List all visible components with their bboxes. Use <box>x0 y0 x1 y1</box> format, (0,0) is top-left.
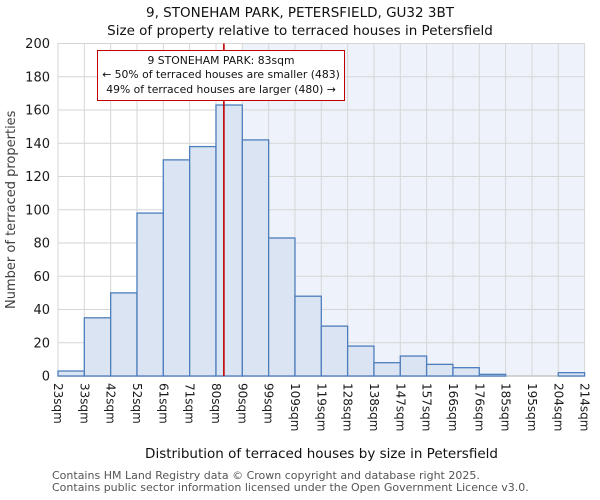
x-tick-label: 42sqm <box>104 383 118 424</box>
x-tick-label: 195sqm <box>525 383 539 431</box>
bar-109sqm <box>294 295 322 377</box>
y-tick-label: 100 <box>25 203 50 218</box>
y-tick-label: 180 <box>25 70 50 85</box>
bar-147sqm <box>399 355 428 377</box>
y-tick-label: 20 <box>33 336 50 351</box>
y-tick-label: 120 <box>25 170 50 185</box>
y-tick-label: 0 <box>42 370 50 385</box>
x-tick-label: 176sqm <box>472 383 486 431</box>
bar-176sqm <box>478 373 507 377</box>
x-tick-label: 23sqm <box>51 383 65 424</box>
bar-157sqm <box>425 363 454 377</box>
x-tick-label: 214sqm <box>578 383 592 431</box>
bar-204sqm <box>557 372 586 377</box>
x-axis-label: Distribution of terraced houses by size … <box>145 446 498 462</box>
chart-subtitle: Size of property relative to terraced ho… <box>107 23 493 39</box>
footer-attribution-ogl: Contains public sector information licen… <box>52 481 529 494</box>
y-tick-label: 160 <box>25 104 50 119</box>
bar-119sqm <box>320 325 349 377</box>
y-tick-label: 40 <box>33 303 50 318</box>
annotation-larger: 49% of terraced houses are larger (480) … <box>106 82 336 96</box>
x-tick-label: 157sqm <box>420 383 434 431</box>
x-tick-label: 33sqm <box>77 383 91 424</box>
x-tick-label: 90sqm <box>235 383 249 424</box>
bar-90sqm <box>241 139 270 377</box>
annotation-box: 9 STONEHAM PARK: 83sqm ← 50% of terraced… <box>97 50 345 101</box>
y-tick-label: 80 <box>33 237 50 252</box>
x-tick-label: 119sqm <box>314 383 328 431</box>
bar-52sqm <box>136 212 164 377</box>
bar-33sqm <box>83 317 112 377</box>
x-tick-label: 52sqm <box>130 383 144 424</box>
x-tick-label: 147sqm <box>393 383 407 431</box>
bar-61sqm <box>162 159 191 377</box>
y-axis-label: Number of terraced properties <box>4 110 19 309</box>
y-tick-label: 140 <box>25 137 50 152</box>
bar-80sqm <box>215 104 243 377</box>
bar-23sqm <box>57 370 85 377</box>
bar-128sqm <box>346 345 375 377</box>
x-tick-label: 109sqm <box>288 383 302 431</box>
bar-71sqm <box>188 145 217 377</box>
x-tick-label: 61sqm <box>156 383 170 424</box>
x-tick-label: 204sqm <box>551 383 565 431</box>
annotation-smaller: ← 50% of terraced houses are smaller (48… <box>102 68 340 82</box>
x-tick-label: 185sqm <box>499 383 513 431</box>
x-tick-label: 128sqm <box>341 383 355 431</box>
bar-138sqm <box>373 362 401 377</box>
y-tick-label: 60 <box>33 270 50 285</box>
x-tick-label: 71sqm <box>183 383 197 424</box>
chart-title: 9, STONEHAM PARK, PETERSFIELD, GU32 3BT <box>146 5 454 21</box>
annotation-property: 9 STONEHAM PARK: 83sqm <box>147 54 295 67</box>
x-tick-label: 166sqm <box>446 383 460 431</box>
x-tick-label: 99sqm <box>262 383 276 424</box>
x-tick-label: 138sqm <box>367 383 381 431</box>
bar-166sqm <box>452 367 480 377</box>
x-tick-label: 80sqm <box>209 383 223 424</box>
footer-attribution-hmlr: Contains HM Land Registry data © Crown c… <box>52 469 480 482</box>
bar-42sqm <box>110 292 138 377</box>
bar-99sqm <box>267 237 296 377</box>
y-tick-label: 200 <box>25 37 50 52</box>
